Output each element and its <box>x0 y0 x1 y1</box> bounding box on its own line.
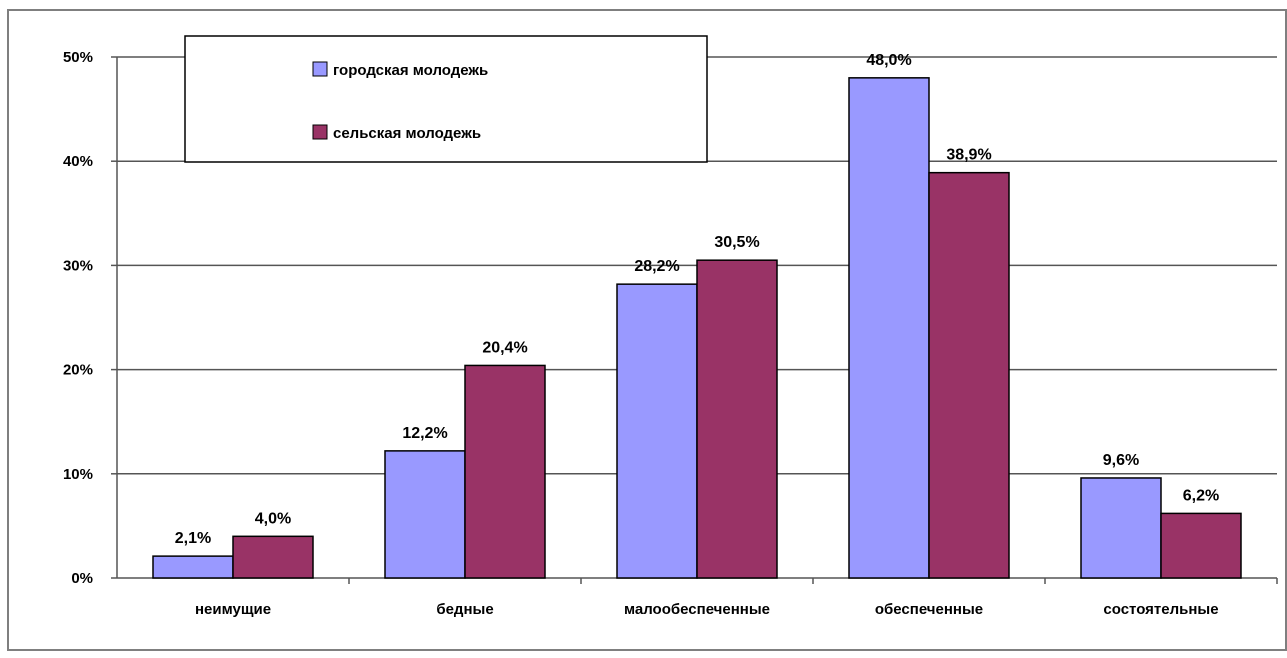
legend-label-rural: сельская молодежь <box>333 125 481 142</box>
bars <box>152 77 1242 579</box>
legend-box <box>184 35 708 163</box>
data-label: 20,4% <box>482 339 527 356</box>
y-tick-label: 30% <box>63 257 93 274</box>
legend-swatch-urban <box>312 61 328 77</box>
bar-rural <box>232 535 314 579</box>
bar-rural <box>928 171 1010 579</box>
bar-urban <box>848 77 930 579</box>
bar-urban <box>152 555 234 579</box>
x-tick-label: обеспеченные <box>875 601 983 618</box>
bar-rural <box>696 259 778 579</box>
y-tick-label: 10% <box>63 466 93 483</box>
data-label: 6,2% <box>1183 487 1219 504</box>
bar-rural <box>1160 512 1242 579</box>
x-tick-label: бедные <box>436 601 493 618</box>
legend: городская молодежь сельская молодежь <box>184 35 708 163</box>
bar-urban <box>384 450 466 579</box>
legend-swatch-rural <box>312 124 328 140</box>
x-tick-label: малообеспеченные <box>624 601 770 618</box>
bar-urban <box>1080 477 1162 579</box>
bar-rural <box>464 364 546 579</box>
y-tick-label: 40% <box>63 153 93 170</box>
data-label: 28,2% <box>634 258 679 275</box>
data-label: 48,0% <box>866 52 911 69</box>
y-tick-label: 20% <box>63 362 93 379</box>
x-tick-label: неимущие <box>195 601 271 618</box>
data-label: 4,0% <box>255 510 291 527</box>
y-tick-label: 0% <box>71 570 93 587</box>
legend-label-urban: городская молодежь <box>333 62 488 79</box>
data-labels: 2,1% 4,0% 12,2% 20,4% 28,2% 30,5% 48,0% 38,9% 9,… <box>175 52 1219 547</box>
y-tick-label: 50% <box>63 49 93 66</box>
data-label: 9,6% <box>1103 452 1139 469</box>
data-label: 30,5% <box>714 234 759 251</box>
data-label: 12,2% <box>402 425 447 442</box>
data-label: 2,1% <box>175 530 211 547</box>
data-label: 38,9% <box>946 147 991 164</box>
bar-urban <box>616 283 698 579</box>
x-tick-label: состоятельные <box>1103 601 1218 618</box>
